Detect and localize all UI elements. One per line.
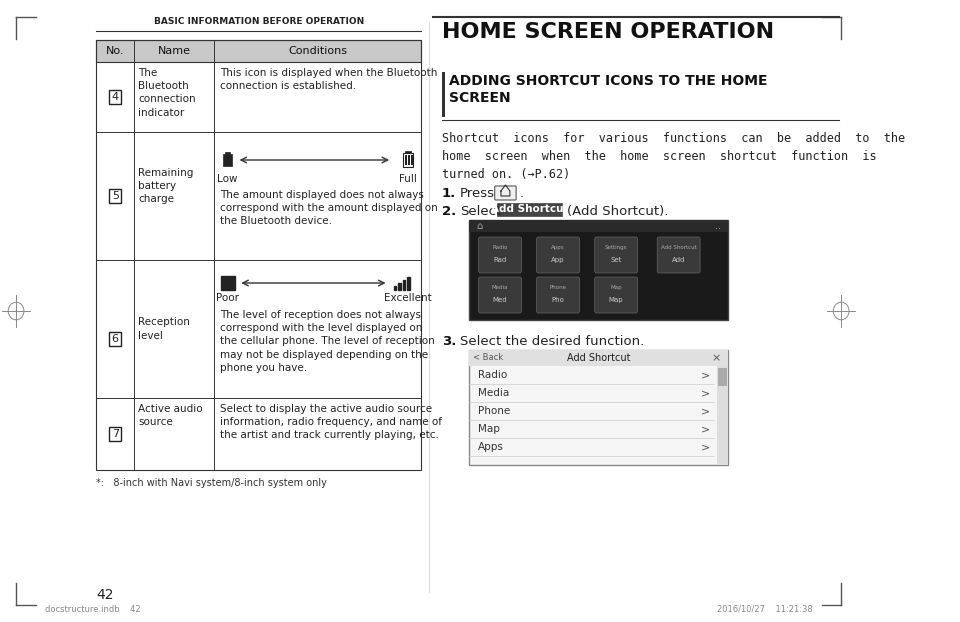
- Text: ⌂: ⌂: [476, 221, 482, 231]
- Text: Select to display the active audio source
information, radio frequency, and name: Select to display the active audio sourc…: [220, 404, 442, 440]
- Text: Med: Med: [492, 297, 508, 303]
- Text: Active audio
source: Active audio source: [138, 404, 203, 427]
- FancyBboxPatch shape: [479, 237, 521, 273]
- Text: BASIC INFORMATION BEFORE OPERATION: BASIC INFORMATION BEFORE OPERATION: [154, 17, 364, 26]
- Text: Pho: Pho: [552, 297, 564, 303]
- Text: Phone: Phone: [478, 406, 510, 416]
- Text: ×: ×: [711, 353, 721, 363]
- Text: Add: Add: [672, 257, 685, 263]
- Text: 6: 6: [111, 334, 119, 344]
- Bar: [96, 40, 421, 62]
- Text: >: >: [701, 424, 709, 434]
- Text: >: >: [701, 370, 709, 380]
- Bar: [468, 350, 728, 366]
- Text: Apps: Apps: [478, 442, 504, 452]
- Text: Apps: Apps: [551, 245, 564, 250]
- Text: 2.: 2.: [442, 205, 456, 218]
- Text: The level of reception does not always
correspond with the level displayed on
th: The level of reception does not always c…: [220, 310, 435, 373]
- Text: Select the desired function.: Select the desired function.: [460, 335, 644, 348]
- Bar: [221, 276, 235, 290]
- Text: Add Shortcut: Add Shortcut: [660, 245, 697, 250]
- Text: .: .: [519, 187, 524, 200]
- Text: 42: 42: [96, 588, 114, 602]
- Text: The
Bluetooth
connection
indicator: The Bluetooth connection indicator: [138, 68, 196, 118]
- FancyBboxPatch shape: [479, 277, 521, 313]
- Text: No.: No.: [106, 46, 125, 56]
- Text: Map: Map: [609, 297, 623, 303]
- Bar: [224, 154, 232, 166]
- Text: 1.: 1.: [442, 187, 456, 200]
- Bar: [403, 153, 414, 167]
- Text: >: >: [701, 406, 709, 416]
- Text: Remaining
battery
charge: Remaining battery charge: [138, 168, 194, 204]
- Bar: [408, 155, 410, 165]
- FancyBboxPatch shape: [537, 277, 580, 313]
- Text: Set: Set: [611, 257, 622, 263]
- Bar: [96, 40, 421, 470]
- Text: This icon is displayed when the Bluetooth
connection is established.: This icon is displayed when the Bluetoot…: [220, 68, 437, 91]
- Text: 2016/10/27    11:21:38: 2016/10/27 11:21:38: [717, 605, 812, 614]
- FancyBboxPatch shape: [494, 186, 516, 200]
- Text: Rad: Rad: [493, 257, 507, 263]
- Bar: [468, 350, 728, 465]
- Text: Media: Media: [492, 285, 508, 290]
- Bar: [442, 72, 444, 117]
- Text: App: App: [551, 257, 564, 263]
- FancyBboxPatch shape: [594, 237, 637, 273]
- Text: *:   8-inch with Navi system/8-inch system only: *: 8-inch with Navi system/8-inch system…: [96, 478, 327, 488]
- Text: >: >: [701, 388, 709, 398]
- Text: Phone: Phone: [550, 285, 566, 290]
- FancyBboxPatch shape: [497, 203, 562, 216]
- Text: Conditions: Conditions: [288, 46, 348, 56]
- Text: Map: Map: [611, 285, 622, 290]
- Text: ..: ..: [714, 221, 721, 231]
- Text: Poor: Poor: [216, 293, 239, 303]
- Text: Press: Press: [460, 187, 494, 200]
- Text: (Add Shortcut).: (Add Shortcut).: [567, 205, 668, 218]
- Bar: [407, 277, 410, 290]
- Text: Radio: Radio: [478, 370, 507, 380]
- Bar: [398, 283, 401, 290]
- Text: Radio: Radio: [492, 245, 508, 250]
- Text: >: >: [701, 442, 709, 452]
- Text: Media: Media: [478, 388, 509, 398]
- Text: Map: Map: [478, 424, 499, 434]
- Bar: [394, 286, 396, 290]
- FancyBboxPatch shape: [537, 237, 580, 273]
- FancyBboxPatch shape: [658, 237, 700, 273]
- Text: 4: 4: [111, 92, 119, 102]
- Text: Reception
level: Reception level: [138, 317, 190, 341]
- Text: Name: Name: [157, 46, 191, 56]
- Text: 5: 5: [111, 191, 119, 201]
- Bar: [225, 152, 230, 154]
- Text: < Back: < Back: [473, 353, 503, 363]
- Bar: [405, 151, 411, 153]
- Text: HOME SCREEN OPERATION: HOME SCREEN OPERATION: [442, 22, 774, 42]
- Text: Low: Low: [218, 174, 238, 184]
- Text: Settings: Settings: [605, 245, 628, 250]
- Text: Shortcut  icons  for  various  functions  can  be  added  to  the
home  screen  : Shortcut icons for various functions can…: [442, 132, 905, 181]
- Bar: [468, 220, 728, 232]
- Bar: [468, 220, 728, 320]
- Bar: [718, 368, 727, 386]
- Text: Excellent: Excellent: [384, 293, 432, 303]
- Text: 3.: 3.: [442, 335, 456, 348]
- Bar: [403, 280, 405, 290]
- Text: docstructure.indb    42: docstructure.indb 42: [45, 605, 140, 614]
- Text: Full: Full: [399, 174, 417, 184]
- Bar: [404, 155, 407, 165]
- FancyBboxPatch shape: [594, 277, 637, 313]
- Text: Add Shortcut: Add Shortcut: [566, 353, 630, 363]
- Text: 7: 7: [111, 429, 119, 439]
- Bar: [717, 366, 728, 465]
- Bar: [411, 155, 414, 165]
- Text: Select: Select: [460, 205, 501, 218]
- Text: Add Shortcut: Add Shortcut: [491, 204, 568, 214]
- Text: ADDING SHORTCUT ICONS TO THE HOME
SCREEN: ADDING SHORTCUT ICONS TO THE HOME SCREEN: [449, 74, 768, 105]
- Text: The amount displayed does not always
correspond with the amount displayed on
the: The amount displayed does not always cor…: [220, 190, 438, 226]
